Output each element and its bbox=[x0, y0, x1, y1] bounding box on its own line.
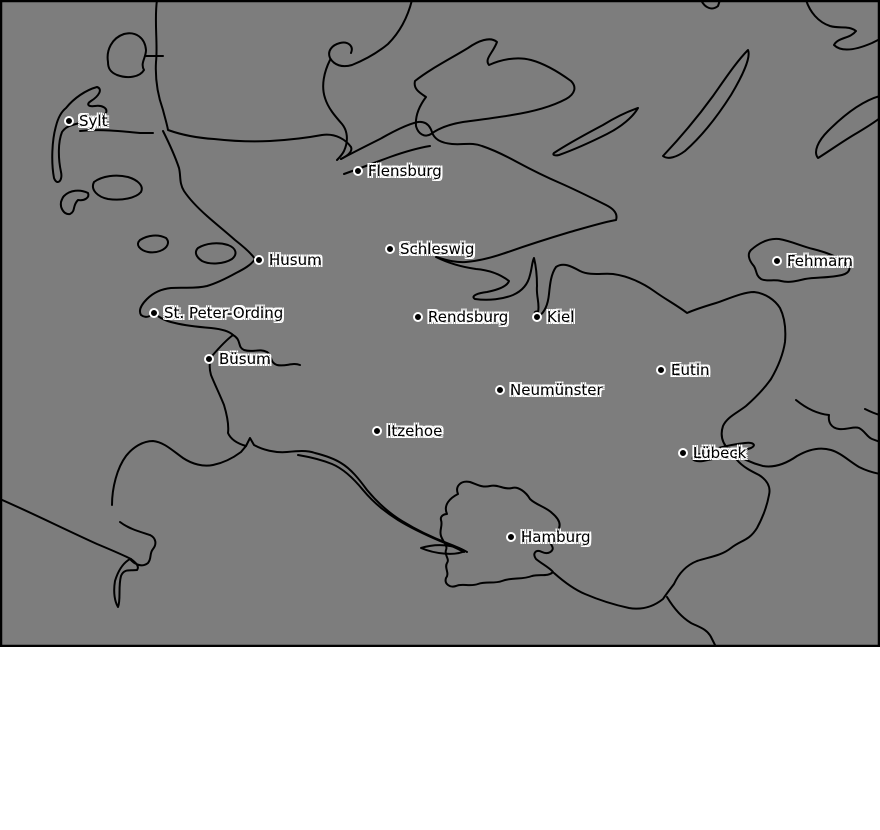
island-path bbox=[552, 107, 639, 157]
precipitation-map: Sylt Flensburg Schleswig Husum Fehmarn S… bbox=[0, 0, 880, 647]
city-label: Rendsburg bbox=[428, 308, 509, 326]
river-path bbox=[297, 454, 465, 553]
coastline-path bbox=[154, 0, 353, 160]
map-border bbox=[0, 0, 880, 647]
city-label: Sylt bbox=[79, 112, 108, 130]
city-label: Flensburg bbox=[368, 162, 442, 180]
island-path bbox=[59, 189, 90, 216]
coastline-graphic bbox=[0, 0, 880, 647]
coastline-path bbox=[864, 408, 880, 416]
city-dot-icon bbox=[772, 256, 782, 266]
city-label: Fehmarn bbox=[787, 252, 853, 270]
city-label: Itzehoe bbox=[387, 422, 443, 440]
coastline-path bbox=[815, 95, 880, 159]
city-dot-icon bbox=[413, 312, 423, 322]
island-path bbox=[194, 242, 237, 265]
city-dot-icon bbox=[149, 308, 159, 318]
city-dot-icon bbox=[353, 166, 363, 176]
island-path bbox=[413, 38, 576, 137]
coastline-path bbox=[0, 498, 132, 560]
island-path bbox=[92, 174, 143, 201]
coastline-path bbox=[805, 0, 880, 51]
city-label: Neumünster bbox=[510, 381, 603, 399]
city-dot-icon bbox=[506, 532, 516, 542]
city-dot-icon bbox=[385, 244, 395, 254]
coastline-path bbox=[111, 440, 247, 506]
coastline-path bbox=[340, 120, 880, 475]
border-path bbox=[666, 596, 717, 647]
border-path bbox=[439, 480, 561, 588]
city-dot-icon bbox=[656, 365, 666, 375]
river-path bbox=[232, 334, 301, 367]
city-label: St. Peter-Ording bbox=[164, 304, 284, 322]
city-dot-icon bbox=[372, 426, 382, 436]
city-dot-icon bbox=[64, 116, 74, 126]
coastline-path bbox=[700, 0, 721, 10]
city-label: Büsum bbox=[219, 350, 271, 368]
coastline-path bbox=[138, 130, 468, 553]
causeway-path bbox=[79, 129, 154, 134]
border-path bbox=[553, 449, 771, 610]
island-path bbox=[51, 86, 108, 183]
city-dot-icon bbox=[678, 448, 688, 458]
island-path bbox=[662, 49, 750, 159]
river-path bbox=[420, 544, 466, 555]
island-path bbox=[106, 32, 147, 79]
city-dot-icon bbox=[204, 354, 214, 364]
river-path bbox=[691, 441, 755, 463]
coastline-path bbox=[795, 399, 880, 443]
coastline-path bbox=[113, 521, 157, 608]
island-path bbox=[747, 237, 851, 283]
city-dot-icon bbox=[495, 385, 505, 395]
city-label: Kiel bbox=[547, 308, 575, 326]
city-dot-icon bbox=[254, 255, 264, 265]
city-dot-icon bbox=[532, 312, 542, 322]
city-label: Hamburg bbox=[521, 528, 591, 546]
city-label: Lübeck bbox=[693, 444, 747, 462]
city-label: Eutin bbox=[671, 361, 710, 379]
city-label: Husum bbox=[269, 251, 322, 269]
city-label: Schleswig bbox=[400, 240, 475, 258]
coastline-path bbox=[322, 59, 348, 161]
map-footer: Niederschlag, 1std (in mm) Modell: ICON-… bbox=[0, 647, 880, 830]
island-path bbox=[136, 234, 169, 254]
coastline-path bbox=[328, 0, 413, 68]
